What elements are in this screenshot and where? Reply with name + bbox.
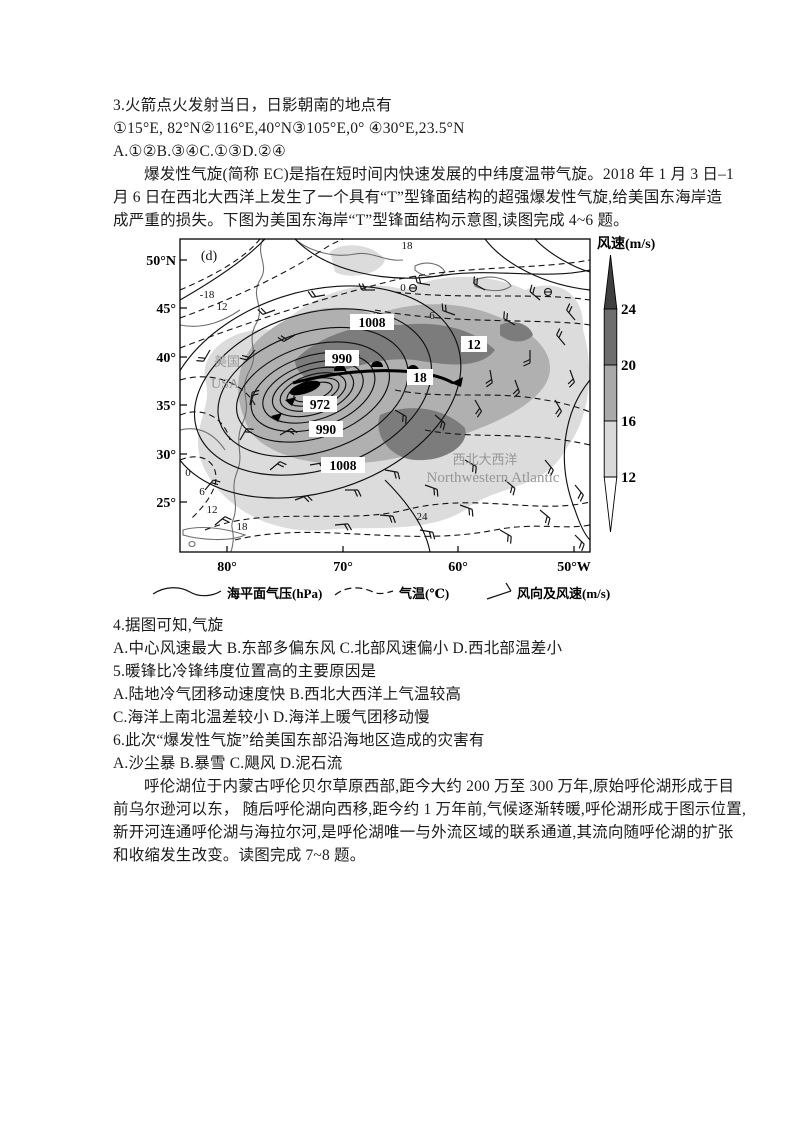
question-3-stem: 3.火箭点火发射当日，日影朝南的地点有 [113,97,392,114]
isotherm-label: 18 [237,521,249,533]
lat-label-40: 40° [156,351,176,366]
isotherm-label: -18 [200,289,215,301]
lat-label-35: 35° [156,399,176,414]
map-legend: 海平面气压(hPa) 气温(℃) 风向及风速(m/s) [152,582,610,601]
passage-ec-line-2: 月 6 日在西北大西洋上发生了一个具有“T”型锋面结构的超强爆发性气旋,给美国东… [113,189,723,206]
legend-wind-barb-icon [486,582,512,600]
lon-label-60: 60° [448,560,468,575]
lon-label-70: 70° [333,560,353,575]
region-labels: 美国 USA 西北大西洋 Northwestern Atlantic [211,354,560,486]
isotherm-label: 0 [400,282,406,294]
isotherm-label: 6 [429,310,435,322]
isobar-value-labels: 1008 990 18 972 990 1008 12 [303,314,487,473]
colorbar-tick-20: 20 [621,358,636,374]
passage-hulun-line-2: 前乌尔逊河以东， 随后呼伦湖向西移,距今约 1 万年前,气候逐渐转暖,呼伦湖形成… [113,801,747,818]
isobar-label-1008-north: 1008 [359,315,386,330]
passage-hulun-line-3: 新开河连通呼伦湖与海拉尔河,是呼伦湖唯一与外流区域的联系通道,其流向随呼伦湖的扩… [113,824,734,841]
question-4-stem: 4.据图可知,气旋 [113,617,224,634]
question-5-options-ab: A.陆地冷气团移动速度快 B.西北大西洋上气温较高 [113,686,462,703]
lat-label-45: 45° [156,302,176,317]
isotherm-lines [180,239,590,541]
isotherm-value-labels: -18 12 18 0 6 0 6 12 18 24 [185,240,435,533]
question-3-answers: A.①②B.③④C.①③D.②④ [113,143,286,160]
temp-label-12-boxed: 12 [467,337,481,352]
upper-text-block: 3.火箭点火发射当日，日影朝南的地点有 ①15°E, 82°N②116°E,40… [113,94,734,232]
passage-hulun-line-1: 呼伦湖位于内蒙古呼伦贝尔草原西部,距今大约 200 万至 300 万年,原始呼伦… [144,778,735,795]
passage-hulun-line-4: 和收缩发生改变。读图完成 7~8 题。 [113,847,366,864]
colorbar-tick-12: 12 [621,470,636,486]
lower-text-block: 4.据图可知,气旋 A.中心风速最大 B.东部多偏东风 C.北部风速偏小 D.西… [113,614,747,867]
temp-label-18-boxed: 18 [413,370,427,385]
panel-label: (d) [201,249,218,264]
isotherm-label: 0 [185,467,191,479]
colorbar-tick-16: 16 [621,414,637,430]
longitude-axis: 80° 70° 60° 50°W [217,546,591,575]
latitude-axis: 50°N 45° 40° 35° 30° 25° [146,254,187,511]
usa-label-cn: 美国 [214,354,240,369]
station-circle-icons [408,283,553,297]
lat-label-30: 30° [156,448,176,463]
isotherm-label: 18 [402,240,414,252]
lon-label-80: 80° [217,560,237,575]
question-3-options: ①15°E, 82°N②116°E,40°N③105°E,0° ④30°E,23… [113,120,465,137]
weather-map-figure: 美国 USA 西北大西洋 Northwestern Atlantic -18 1… [145,230,700,620]
lat-label-50n: 50°N [146,254,176,269]
isobar-label-1008-south: 1008 [330,458,357,473]
legend-temp-label: 气温(℃) [399,586,449,601]
isobar-label-990-south: 990 [316,422,337,437]
map-frame [179,238,591,553]
colorbar-title: 风速(m/s) [597,235,656,252]
legend-wind-label: 风向及风速(m/s) [517,586,610,601]
isobar-label-972-center: 972 [310,397,331,412]
atlantic-label-en: Northwestern Atlantic [427,470,560,486]
question-5-stem: 5.暖锋比冷锋纬度位置高的主要原因是 [113,663,377,680]
question-4-options: A.中心风速最大 B.东部多偏东风 C.北部风速偏小 D.西北部温差小 [113,640,563,657]
question-6-options: A.沙尘暴 B.暴雪 C.飓风 D.泥石流 [113,755,343,772]
weather-map-svg: 美国 USA 西北大西洋 Northwestern Atlantic -18 1… [146,235,656,601]
question-6-stem: 6.此次“爆发性气旋”给美国东部沿海地区造成的灾害有 [113,732,485,749]
isotherm-label: 6 [199,486,205,498]
isotherm-label: 12 [217,301,228,313]
isobar-label-990-north: 990 [332,351,353,366]
question-5-options-cd: C.海洋上南北温差较小 D.海洋上暖气团移动慢 [113,709,430,726]
atlantic-label-cn: 西北大西洋 [452,452,517,467]
isotherm-label: 24 [417,511,429,523]
passage-ec-line-3: 成严重的损失。下图为美国东海岸“T”型锋面结构示意图,读图完成 4~6 题。 [113,212,629,229]
wind-speed-colorbar: 风速(m/s) 24 20 16 12 [597,235,656,533]
lat-label-25: 25° [156,496,176,511]
passage-ec-line-1: 爆发性气旋(简称 EC)是指在短时间内快速发展的中纬度温带气旋。2018 年 1… [144,166,734,183]
isotherm-label: 12 [207,504,218,516]
legend-pressure-label: 海平面气压(hPa) [227,586,322,601]
usa-label-en: USA [211,377,240,392]
legend-dashed-line-icon [334,587,394,596]
lon-label-50w: 50°W [557,560,591,575]
legend-solid-line-icon [152,587,222,597]
colorbar-tick-24: 24 [621,302,637,318]
